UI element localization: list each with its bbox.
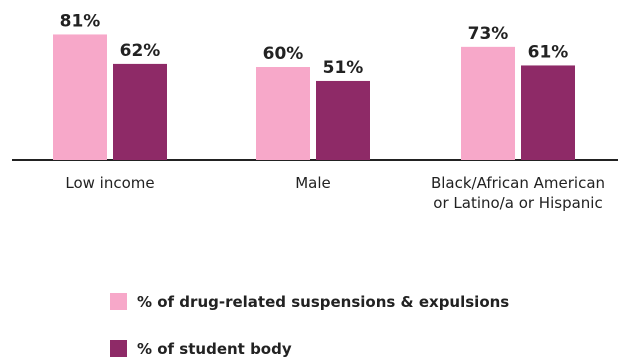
legend-label-student-body: % of student body xyxy=(137,340,292,357)
bar-student-body-0 xyxy=(113,63,167,160)
category-label-2-line-0: Black/African American xyxy=(431,174,605,192)
bar-student-body-2 xyxy=(521,65,575,160)
category-label-1: Male xyxy=(295,174,331,192)
bar-student-body-1 xyxy=(316,80,370,160)
value-labels-group: 81% 62% 60% 51% 73% 61% xyxy=(60,11,569,78)
data-label-suspensions-2: 73% xyxy=(468,24,509,44)
legend-swatch-suspensions xyxy=(110,293,127,310)
bar-suspensions-1 xyxy=(256,67,310,160)
category-label-0: Low income xyxy=(65,174,154,192)
legend-swatch-student-body xyxy=(110,340,127,357)
category-label-2-line-1: or Latino/a or Hispanic xyxy=(433,194,602,212)
data-label-student-body-2: 61% xyxy=(528,42,569,62)
bars-group xyxy=(53,34,575,161)
data-label-suspensions-1: 60% xyxy=(263,44,304,64)
bar-suspensions-2 xyxy=(461,46,515,160)
legend: % of drug-related suspensions & expulsio… xyxy=(110,293,509,357)
category-labels-group: Low income Male Black/African American or L… xyxy=(65,174,605,212)
bar-suspensions-0 xyxy=(53,34,107,161)
data-label-suspensions-0: 81% xyxy=(60,11,101,31)
data-label-student-body-0: 62% xyxy=(120,41,161,61)
data-label-student-body-1: 51% xyxy=(323,58,364,78)
legend-label-suspensions: % of drug-related suspensions & expulsio… xyxy=(137,293,509,311)
